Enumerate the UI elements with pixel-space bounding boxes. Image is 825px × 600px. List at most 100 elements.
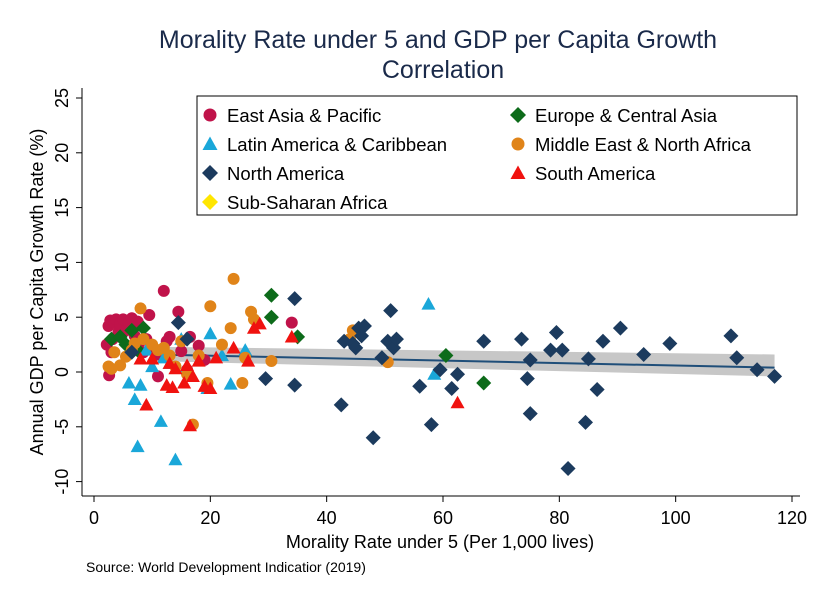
data-point <box>287 291 303 307</box>
data-point <box>383 303 399 319</box>
legend-label: Latin America & Caribbean <box>227 134 447 155</box>
data-point <box>662 336 678 352</box>
legend-marker <box>510 107 526 123</box>
data-point <box>238 343 253 356</box>
data-point <box>139 397 154 411</box>
legend-label: Middle East & North Africa <box>535 134 752 155</box>
data-point <box>476 333 492 349</box>
data-point <box>209 350 224 364</box>
data-point <box>514 331 530 347</box>
y-tick-label: -5 <box>52 419 72 435</box>
legend-entry: Europe & Central Asia <box>510 105 718 126</box>
data-point <box>427 367 442 380</box>
data-point <box>162 356 177 369</box>
legend-marker <box>202 165 218 181</box>
y-tick-label: 0 <box>52 367 72 377</box>
x-tick-label: 0 <box>89 508 99 528</box>
data-point <box>168 452 183 466</box>
data-point <box>134 302 147 315</box>
data-point <box>263 287 279 303</box>
data-point <box>548 325 564 341</box>
chart-title-line2: Correlation <box>382 56 504 84</box>
x-axis-label: Morality Rate under 5 (Per 1,000 lives) <box>286 532 594 552</box>
data-points <box>100 272 783 476</box>
data-point <box>182 418 197 432</box>
x-tick-label: 20 <box>200 508 220 528</box>
data-point <box>215 338 228 351</box>
data-point <box>224 322 237 335</box>
data-point <box>168 361 183 375</box>
data-point <box>560 460 576 476</box>
data-point <box>333 397 349 413</box>
y-axis-label: Annual GDP per Capita Growth Rate (%) <box>27 129 47 456</box>
data-point <box>227 272 240 285</box>
chart-title-line1: Morality Rate under 5 and GDP per Capita… <box>159 26 717 54</box>
data-point <box>135 320 151 336</box>
data-point <box>444 380 460 396</box>
data-point <box>241 354 256 367</box>
legend-entry: North America <box>202 163 345 184</box>
x-tick-label: 120 <box>777 508 807 528</box>
y-tick-label: 20 <box>52 143 72 163</box>
data-point <box>554 342 570 358</box>
data-point <box>121 375 136 389</box>
data-point <box>450 366 466 382</box>
data-point <box>236 376 249 389</box>
data-point <box>191 354 206 367</box>
y-tick-label: 5 <box>52 312 72 322</box>
data-point <box>133 378 148 391</box>
legend-marker <box>202 194 218 210</box>
data-point <box>374 350 390 366</box>
legend-marker <box>510 165 526 179</box>
data-point <box>356 318 372 334</box>
legend-entry: Latin America & Caribbean <box>202 134 447 155</box>
data-point <box>163 330 176 343</box>
data-point <box>589 382 605 398</box>
data-point <box>388 331 404 347</box>
y-tick-label: 25 <box>52 88 72 108</box>
legend-label: North America <box>227 163 345 184</box>
legend-entry: Sub-Saharan Africa <box>202 192 388 213</box>
data-point <box>157 284 170 297</box>
data-point <box>519 371 535 387</box>
data-point <box>284 329 299 343</box>
data-point <box>133 351 148 365</box>
data-point <box>543 342 559 358</box>
y-tick-label: 10 <box>52 252 72 272</box>
data-point <box>185 369 200 382</box>
source-note: Source: World Development Indicatior (20… <box>86 559 366 575</box>
x-tick-label: 40 <box>317 508 337 528</box>
legend: East Asia & Pacific Europe & Central Asia… <box>196 95 798 216</box>
y-tick-label: -10 <box>52 469 72 495</box>
data-point <box>749 362 765 378</box>
data-point <box>522 406 538 422</box>
legend-marker <box>511 137 525 151</box>
data-point <box>180 358 195 372</box>
data-point <box>203 326 218 340</box>
legend-box <box>196 95 798 216</box>
data-point <box>580 351 596 367</box>
data-point <box>124 344 140 360</box>
data-point <box>124 322 140 338</box>
data-point <box>177 375 192 389</box>
data-point <box>163 349 176 362</box>
legend-label: South America <box>535 163 656 184</box>
data-point <box>172 305 185 318</box>
data-point <box>578 414 594 430</box>
y-tick-label: 15 <box>52 198 72 218</box>
data-point <box>595 333 611 349</box>
data-point <box>432 362 448 378</box>
data-point <box>252 316 267 330</box>
data-point <box>204 300 217 313</box>
data-point <box>108 346 121 359</box>
legend-label: East Asia & Pacific <box>227 105 381 126</box>
data-point <box>522 352 538 368</box>
legend-label: Europe & Central Asia <box>535 105 718 126</box>
data-point <box>767 368 783 384</box>
legend-label: Sub-Saharan Africa <box>227 192 388 213</box>
data-point <box>165 380 180 393</box>
data-point <box>127 392 142 405</box>
data-point <box>423 417 439 433</box>
data-point <box>476 375 492 391</box>
data-point <box>105 362 118 375</box>
